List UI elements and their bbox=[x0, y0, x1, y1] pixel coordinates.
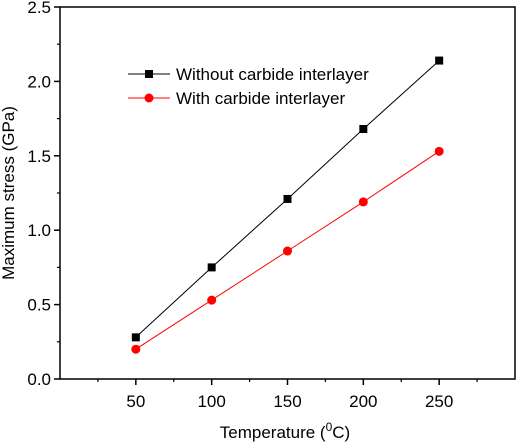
data-point-square bbox=[435, 56, 444, 65]
x-tick-label: 200 bbox=[349, 392, 377, 411]
legend-label: Without carbide interlayer bbox=[176, 65, 369, 84]
data-point-circle bbox=[283, 246, 292, 256]
data-point-circle bbox=[131, 344, 141, 354]
data-point-circle bbox=[434, 146, 444, 156]
legend-label: With carbide interlayer bbox=[176, 89, 345, 108]
y-axis-title: Maximum stress (GPa) bbox=[0, 106, 18, 280]
x-tick-label: 150 bbox=[273, 392, 301, 411]
y-tick-label: 2.0 bbox=[27, 72, 51, 91]
data-point-circle bbox=[358, 197, 368, 207]
legend-marker-circle bbox=[144, 93, 154, 103]
legend: Without carbide interlayer With carbide i… bbox=[128, 65, 369, 108]
x-tick-label: 50 bbox=[126, 392, 145, 411]
y-tick-label: 1.5 bbox=[27, 147, 51, 166]
y-tick-label: 0.5 bbox=[27, 296, 51, 315]
series-layer bbox=[131, 56, 444, 354]
plot-frame bbox=[59, 6, 516, 380]
y-tick-label: 2.5 bbox=[27, 0, 51, 17]
legend-marker-square bbox=[145, 70, 153, 78]
data-point-square bbox=[207, 263, 216, 272]
data-point-circle bbox=[207, 295, 217, 305]
y-tick-label: 1.0 bbox=[27, 221, 51, 240]
x-tick-label: 100 bbox=[197, 392, 225, 411]
y-tick-label: 0.0 bbox=[27, 370, 51, 389]
x-axis-title-superscript: 0 bbox=[326, 420, 333, 434]
data-point-square bbox=[359, 125, 368, 134]
x-tick-label: 250 bbox=[425, 392, 453, 411]
x-axis-title: Temperature (0C) bbox=[220, 420, 350, 442]
x-axis: 50 100 150 200 250 bbox=[97, 379, 478, 411]
data-point-square bbox=[131, 333, 140, 342]
data-point-square bbox=[283, 194, 292, 203]
y-axis: 0.0 0.5 1.0 1.5 2.0 2.5 bbox=[27, 0, 60, 389]
